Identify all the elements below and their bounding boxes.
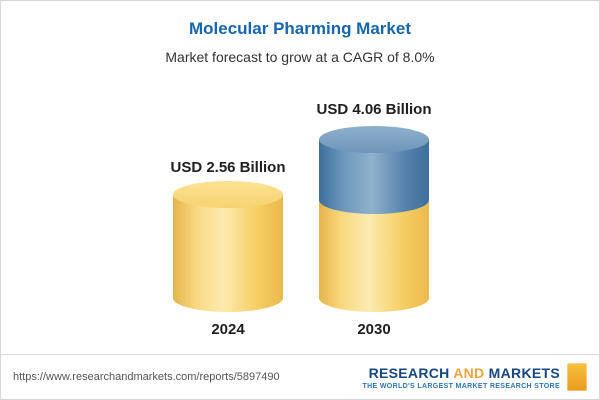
bar-2030-top-ellipse (319, 126, 429, 153)
logo-word-markets: MARKETS (488, 364, 560, 381)
chart-subtitle: Market forecast to grow at a CAGR of 8.0… (165, 49, 435, 65)
logo-tagline: THE WORLD'S LARGEST MARKET RESEARCH STOR… (362, 382, 560, 390)
bar-2030-value-label: USD 4.06 Billion (316, 101, 432, 118)
bar-2030-base-segment (319, 201, 429, 312)
logo-icon (567, 363, 587, 391)
logo-wordmark: RESEARCH AND MARKETS (369, 365, 560, 381)
logo-text: RESEARCH AND MARKETS THE WORLD'S LARGEST… (362, 365, 560, 390)
chart-title: Molecular Pharming Market (188, 19, 411, 38)
bar-2030-category-label: 2030 (357, 321, 391, 338)
bar-2030-cylinder (319, 126, 429, 312)
bar-2024-body (173, 194, 283, 312)
report-url: https://www.researchandmarkets.com/repor… (13, 371, 280, 383)
logo-word-and: AND (453, 364, 485, 381)
research-and-markets-logo: RESEARCH AND MARKETS THE WORLD'S LARGEST… (362, 363, 587, 391)
bar-2024-cylinder (173, 181, 283, 312)
bar-2024-top-ellipse (173, 181, 283, 208)
logo-word-research: RESEARCH (368, 364, 450, 381)
bar-2024-category-label: 2024 (211, 321, 245, 338)
bar-2024-value-label: USD 2.56 Billion (170, 159, 286, 176)
footer: https://www.researchandmarkets.com/repor… (1, 354, 599, 399)
